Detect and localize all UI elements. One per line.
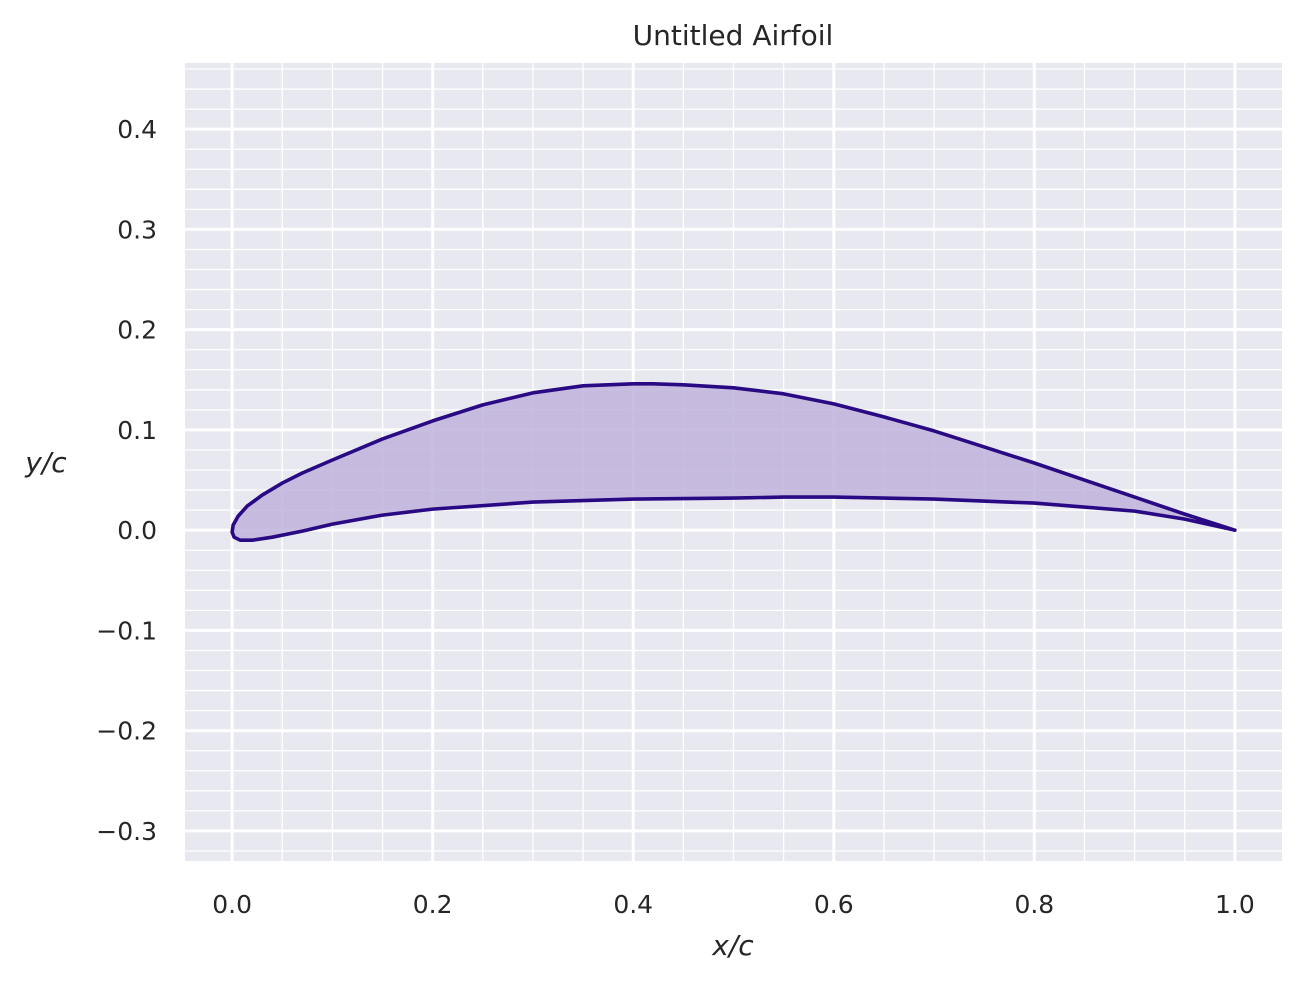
y-tick-label: 0.3 xyxy=(117,215,157,244)
y-axis-label: y/c xyxy=(24,446,67,479)
airfoil-outline xyxy=(230,381,1237,543)
y-tick-label: −0.3 xyxy=(96,817,157,846)
y-tick-label: 0.0 xyxy=(117,516,157,545)
x-tick-label: 0.8 xyxy=(1014,890,1054,919)
airfoil-fill xyxy=(232,383,1235,541)
y-tick-label: −0.2 xyxy=(96,717,157,746)
y-tick-label: 0.2 xyxy=(117,316,157,345)
x-tick-label: 0.0 xyxy=(212,890,252,919)
y-tick-label: 0.4 xyxy=(117,115,157,144)
x-tick-label: 1.0 xyxy=(1215,890,1255,919)
x-tick-labels: 0.0 0.2 0.4 0.6 0.8 1.0 xyxy=(212,890,1255,919)
x-axis-label: x/c xyxy=(711,929,754,962)
y-tick-labels: 0.4 0.3 0.2 0.1 0.0 −0.1 −0.2 −0.3 xyxy=(96,115,157,846)
chart-title: Untitled Airfoil xyxy=(633,19,834,52)
x-tick-label: 0.2 xyxy=(413,890,453,919)
series-layer xyxy=(230,381,1237,543)
x-tick-label: 0.6 xyxy=(814,890,854,919)
major-grid xyxy=(185,63,1282,861)
y-tick-label: 0.1 xyxy=(117,416,157,445)
y-tick-label: −0.1 xyxy=(96,616,157,645)
x-tick-label: 0.4 xyxy=(613,890,653,919)
